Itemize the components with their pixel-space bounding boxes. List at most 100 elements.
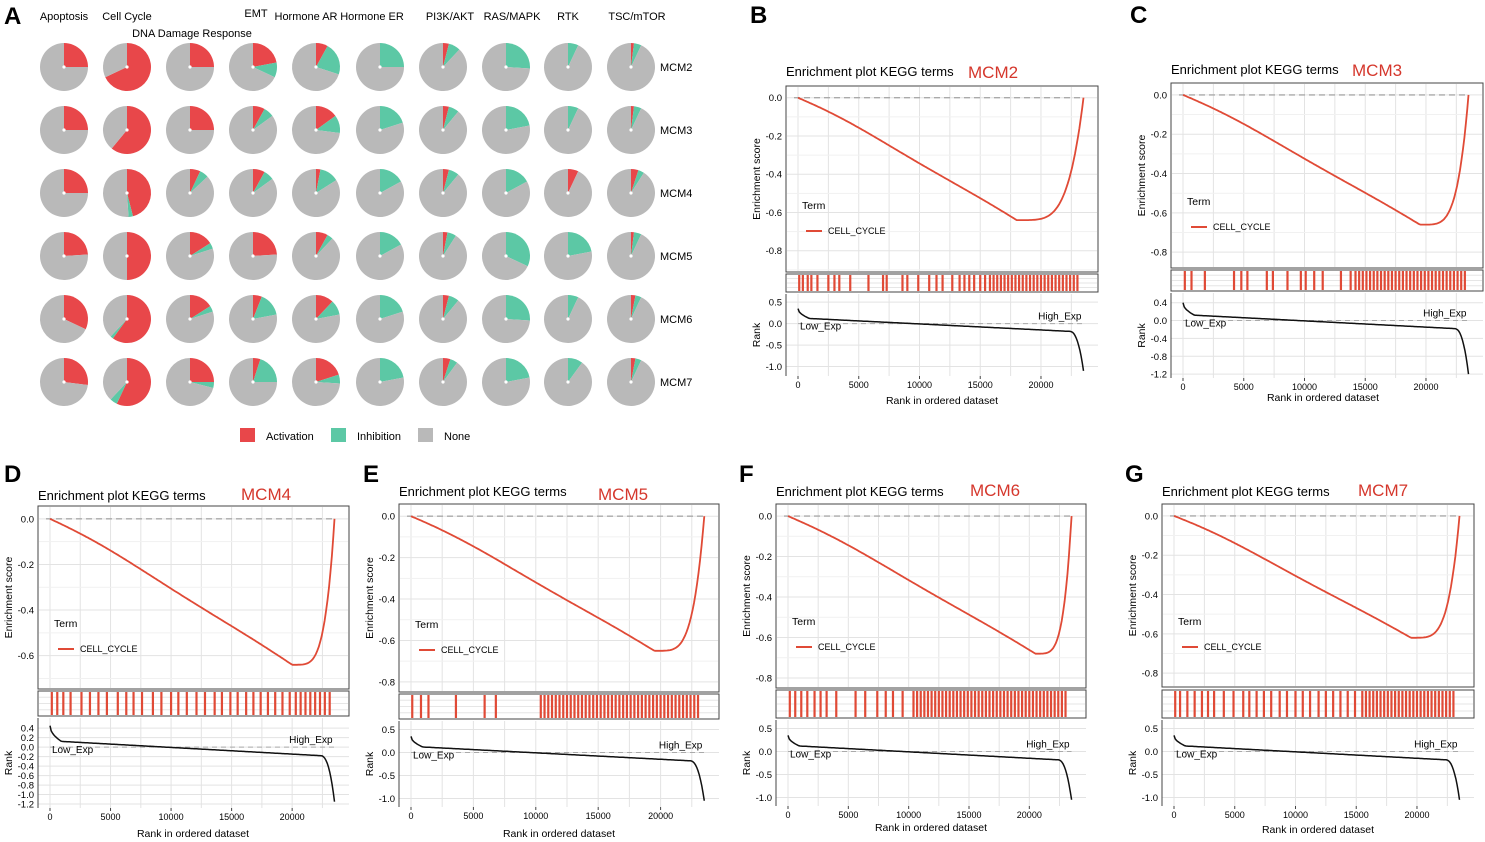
pie-slice-activation: [253, 232, 277, 256]
hit-mark: [151, 692, 155, 715]
hit-mark: [1057, 691, 1060, 717]
x-axis-title: Rank in ordered dataset: [886, 395, 998, 407]
pie-slice-inhibition: [380, 295, 403, 319]
hit-mark: [1203, 271, 1206, 290]
hit-mark: [941, 275, 944, 291]
hit-mark: [1405, 271, 1408, 290]
hit-mark: [1412, 691, 1415, 717]
pie-mcm2-8: [543, 43, 592, 92]
hit-mark: [1255, 691, 1258, 717]
hit-mark: [309, 692, 312, 715]
es-tick-label: -0.6: [1151, 208, 1167, 219]
rank-tick-label: -0.8: [18, 781, 34, 792]
pie-slice-activation: [316, 232, 328, 256]
pie-mcm6-9: [606, 295, 656, 343]
pie-mcm3-6: [419, 106, 467, 155]
hit-mark: [926, 691, 930, 717]
pie-slice-none: [40, 232, 88, 280]
hit-mark: [274, 692, 277, 715]
rank-tick-label: 0.0: [1154, 316, 1167, 327]
es-tick-label: -0.2: [18, 560, 34, 571]
hit-mark: [1270, 691, 1273, 717]
hit-mark: [483, 695, 486, 718]
gsea-title-d: Enrichment plot KEGG terms: [38, 488, 206, 503]
pie-slice-none: [102, 358, 127, 400]
pie-slice-inhibition: [443, 169, 459, 193]
gsea-gene-mcm6: MCM6: [970, 481, 1020, 500]
hit-mark: [1390, 691, 1393, 717]
pie-center-dot: [314, 254, 318, 258]
pie-center-dot: [62, 128, 66, 132]
hit-mark: [318, 692, 322, 715]
hit-mark: [1065, 275, 1068, 291]
hit-mark: [1376, 271, 1379, 290]
pie-center-dot: [314, 380, 318, 384]
hit-mark: [681, 695, 685, 718]
pie-center-dot: [62, 65, 66, 69]
hit-mark: [595, 695, 599, 718]
x-tick-label: 20000: [1413, 382, 1438, 392]
pie-center-dot: [629, 191, 633, 195]
hit-mark: [1013, 691, 1016, 717]
pie-center-dot: [125, 317, 129, 321]
x-tick-label: 15000: [219, 812, 244, 822]
hit-mark: [1053, 691, 1056, 717]
hit-mark: [1321, 271, 1324, 290]
hit-mark: [849, 275, 852, 291]
pie-slice-activation: [631, 106, 635, 130]
es-tick-label: -0.4: [1151, 169, 1167, 180]
hit-mark: [1449, 271, 1452, 290]
high-exp-label: High_Exp: [1038, 312, 1082, 323]
hit-mark: [1050, 275, 1054, 291]
hit-mark: [213, 692, 216, 715]
hit-mark: [169, 692, 173, 715]
x-tick-label: 10000: [523, 811, 548, 821]
pie-slice-none: [103, 232, 127, 280]
hit-mark: [655, 695, 658, 718]
pie-slice-inhibition: [506, 358, 530, 382]
hit-mark: [689, 695, 692, 718]
x-tick-label: 10000: [1283, 810, 1308, 820]
pie-mcm4-6: [419, 169, 467, 217]
pie-slice-activation: [253, 358, 261, 382]
hit-mark: [912, 691, 915, 717]
hit-mark: [1339, 691, 1342, 717]
es-tick-label: -0.4: [18, 606, 34, 617]
hit-mark: [923, 691, 926, 717]
pie-slice-inhibition: [631, 295, 642, 319]
pie-mcm3-3: [229, 106, 278, 155]
rank-plot-area: [399, 721, 719, 807]
pie-mcm5-1: [103, 232, 151, 280]
pie-slice-activation: [316, 358, 339, 382]
hit-mark: [816, 275, 819, 291]
hit-mark: [1430, 691, 1433, 717]
hit-mark: [160, 692, 163, 715]
hit-mark: [69, 692, 72, 715]
hit-mark: [299, 692, 302, 715]
legend-key-none: [418, 428, 433, 442]
pie-slice-inhibition: [568, 106, 579, 130]
hit-mark: [411, 695, 414, 718]
low-exp-label: Low_Exp: [52, 745, 94, 756]
hit-mark: [1386, 691, 1389, 717]
hit-mark: [558, 695, 561, 718]
x-tick-label: 0: [47, 812, 52, 822]
hit-mark: [1222, 691, 1225, 717]
hit-mark: [996, 275, 999, 291]
hit-mark: [1401, 691, 1404, 717]
pie-slice-activation: [631, 43, 635, 67]
panel-a-pie-grid: A Apoptosis Cell Cycle DNA Damage Response E…: [4, 3, 692, 443]
hit-mark: [973, 275, 976, 291]
hit-mark: [1010, 275, 1013, 291]
x-tick-label: 15000: [956, 810, 981, 820]
hit-mark: [1339, 271, 1343, 290]
hit-mark: [941, 691, 944, 717]
pie-slice-activation: [111, 106, 151, 154]
pie-center-dot: [251, 65, 255, 69]
es-tick-label: -0.6: [766, 208, 782, 219]
pie-center-dot: [125, 380, 129, 384]
hit-mark: [1286, 271, 1289, 290]
term-legend-label: CELL_CYCLE: [828, 226, 886, 236]
hit-mark: [1232, 691, 1235, 717]
es-tick-label: -0.8: [766, 246, 782, 257]
